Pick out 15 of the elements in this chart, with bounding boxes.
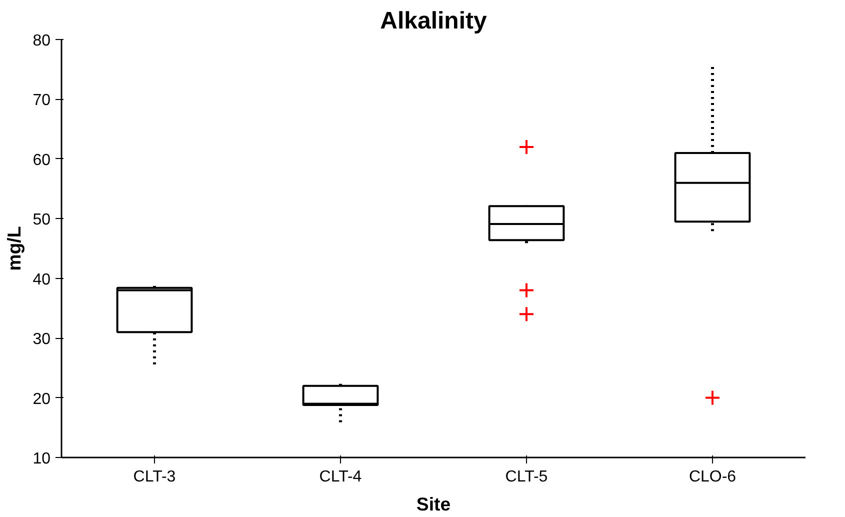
x-axis-title: Site [416,494,451,514]
x-tick-label: CLT-5 [505,468,548,486]
x-tick-label: CLT-4 [319,468,362,486]
y-tick-label: 10 [32,450,51,468]
chart-title: Alkalinity [380,8,488,34]
y-tick-label: 40 [32,271,51,288]
x-tick-label: CLO-6 [688,468,736,486]
y-tick-label: 70 [32,92,51,110]
y-tick-label: 30 [32,331,51,348]
y-tick-label: 80 [32,32,51,50]
x-tick-label: CLT-3 [133,468,176,486]
y-tick-label: 20 [32,390,51,408]
y-axis-title: mg/L [4,226,25,271]
y-tick-label: 60 [32,152,51,169]
y-tick-label: 50 [32,212,51,229]
